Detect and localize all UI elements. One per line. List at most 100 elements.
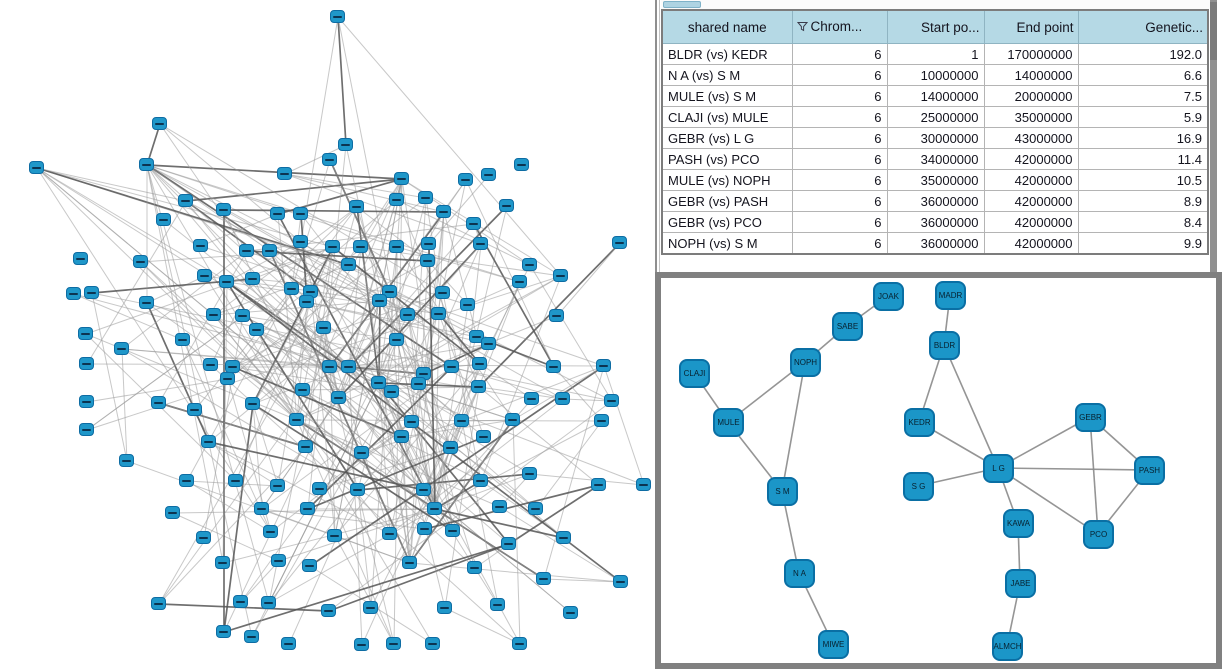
network-node[interactable] <box>179 474 194 487</box>
network-node[interactable] <box>522 467 537 480</box>
network-node[interactable] <box>322 360 337 373</box>
network-node-noph[interactable]: NOPH <box>790 348 821 377</box>
network-node[interactable] <box>382 527 397 540</box>
network-node[interactable] <box>636 478 651 491</box>
network-node[interactable] <box>481 337 496 350</box>
network-node[interactable] <box>261 596 276 609</box>
vertical-scrollbar-thumb[interactable] <box>1210 2 1217 60</box>
network-node[interactable] <box>29 161 44 174</box>
network-node[interactable] <box>437 601 452 614</box>
network-node[interactable] <box>591 478 606 491</box>
network-node[interactable] <box>473 474 488 487</box>
network-node[interactable] <box>460 298 475 311</box>
network-node[interactable] <box>216 625 231 638</box>
column-header-start-position[interactable]: Start po... <box>886 9 985 44</box>
network-node[interactable] <box>553 269 568 282</box>
network-node[interactable] <box>270 479 285 492</box>
network-node[interactable] <box>546 360 561 373</box>
network-node[interactable] <box>293 207 308 220</box>
network-node[interactable] <box>263 525 278 538</box>
network-node[interactable] <box>490 598 505 611</box>
network-node[interactable] <box>139 296 154 309</box>
network-node[interactable] <box>299 295 314 308</box>
network-node[interactable] <box>420 254 435 267</box>
network-node[interactable] <box>271 554 286 567</box>
network-node[interactable] <box>394 172 409 185</box>
network-node-mule[interactable]: MULE <box>713 408 744 437</box>
network-node[interactable] <box>427 502 442 515</box>
table-row[interactable]: BLDR (vs) KEDR 6 1 170000000 192.0 <box>661 43 1209 65</box>
network-node-claji[interactable]: CLAJI <box>679 359 710 388</box>
network-node[interactable] <box>612 236 627 249</box>
network-node[interactable] <box>270 207 285 220</box>
network-node[interactable] <box>84 286 99 299</box>
network-node[interactable] <box>249 323 264 336</box>
network-node[interactable] <box>421 237 436 250</box>
column-header-genetic[interactable]: Genetic... <box>1077 9 1209 44</box>
vertical-scrollbar[interactable] <box>1210 0 1217 272</box>
network-node[interactable] <box>350 483 365 496</box>
table-row[interactable]: CLAJI (vs) MULE 6 25000000 35000000 5.9 <box>661 106 1209 128</box>
network-node[interactable] <box>556 531 571 544</box>
network-node[interactable] <box>435 286 450 299</box>
network-node[interactable] <box>281 637 296 650</box>
network-node-pash[interactable]: PASH <box>1134 456 1165 485</box>
network-node-s-g[interactable]: S G <box>903 472 934 501</box>
network-node[interactable] <box>220 372 235 385</box>
network-node[interactable] <box>119 454 134 467</box>
network-node[interactable] <box>178 194 193 207</box>
network-node[interactable] <box>492 500 507 513</box>
network-node[interactable] <box>528 502 543 515</box>
network-node[interactable] <box>216 203 231 216</box>
network-node[interactable] <box>79 395 94 408</box>
network-node[interactable] <box>425 637 440 650</box>
network-node[interactable] <box>386 637 401 650</box>
network-node[interactable] <box>235 309 250 322</box>
network-node[interactable] <box>206 308 221 321</box>
network-node-kawa[interactable]: KAWA <box>1003 509 1034 538</box>
network-node[interactable] <box>295 383 310 396</box>
network-node[interactable] <box>321 604 336 617</box>
network-node[interactable] <box>417 522 432 535</box>
network-node[interactable] <box>411 377 426 390</box>
network-node[interactable] <box>389 333 404 346</box>
table-row[interactable]: N A (vs) S M 6 10000000 14000000 6.6 <box>661 64 1209 86</box>
column-header-shared-name[interactable]: shared name <box>661 9 793 44</box>
network-node[interactable] <box>156 213 171 226</box>
network-node[interactable] <box>445 524 460 537</box>
network-node[interactable] <box>341 258 356 271</box>
network-node[interactable] <box>245 397 260 410</box>
network-node-almch[interactable]: ALMCH <box>992 632 1023 661</box>
network-node[interactable] <box>466 217 481 230</box>
network-node[interactable] <box>394 430 409 443</box>
network-node[interactable] <box>139 158 154 171</box>
network-node[interactable] <box>512 275 527 288</box>
network-node[interactable] <box>245 272 260 285</box>
network-node[interactable] <box>196 531 211 544</box>
network-node[interactable] <box>481 168 496 181</box>
network-node[interactable] <box>372 294 387 307</box>
network-node[interactable] <box>327 529 342 542</box>
network-node[interactable] <box>228 474 243 487</box>
network-node[interactable] <box>330 10 345 23</box>
network-node[interactable] <box>298 440 313 453</box>
network-node-jabe[interactable]: JABE <box>1005 569 1036 598</box>
table-row[interactable]: MULE (vs) NOPH 6 35000000 42000000 10.5 <box>661 169 1209 191</box>
network-node[interactable] <box>476 430 491 443</box>
network-node[interactable] <box>193 239 208 252</box>
network-node-joak[interactable]: JOAK <box>873 282 904 311</box>
network-node[interactable] <box>354 638 369 651</box>
network-node[interactable] <box>512 637 527 650</box>
network-node[interactable] <box>469 330 484 343</box>
network-node[interactable] <box>384 385 399 398</box>
network-node-sabe[interactable]: SABE <box>832 312 863 341</box>
network-node[interactable] <box>152 117 167 130</box>
network-node-miwe[interactable]: MIWE <box>818 630 849 659</box>
table-row[interactable]: NOPH (vs) S M 6 36000000 42000000 9.9 <box>661 232 1209 255</box>
network-node[interactable] <box>454 414 469 427</box>
network-node-l-g[interactable]: L G <box>983 454 1014 483</box>
column-header-chromosome[interactable]: Chrom... <box>791 9 888 44</box>
network-node[interactable] <box>331 391 346 404</box>
network-node[interactable] <box>219 275 234 288</box>
network-node[interactable] <box>472 357 487 370</box>
